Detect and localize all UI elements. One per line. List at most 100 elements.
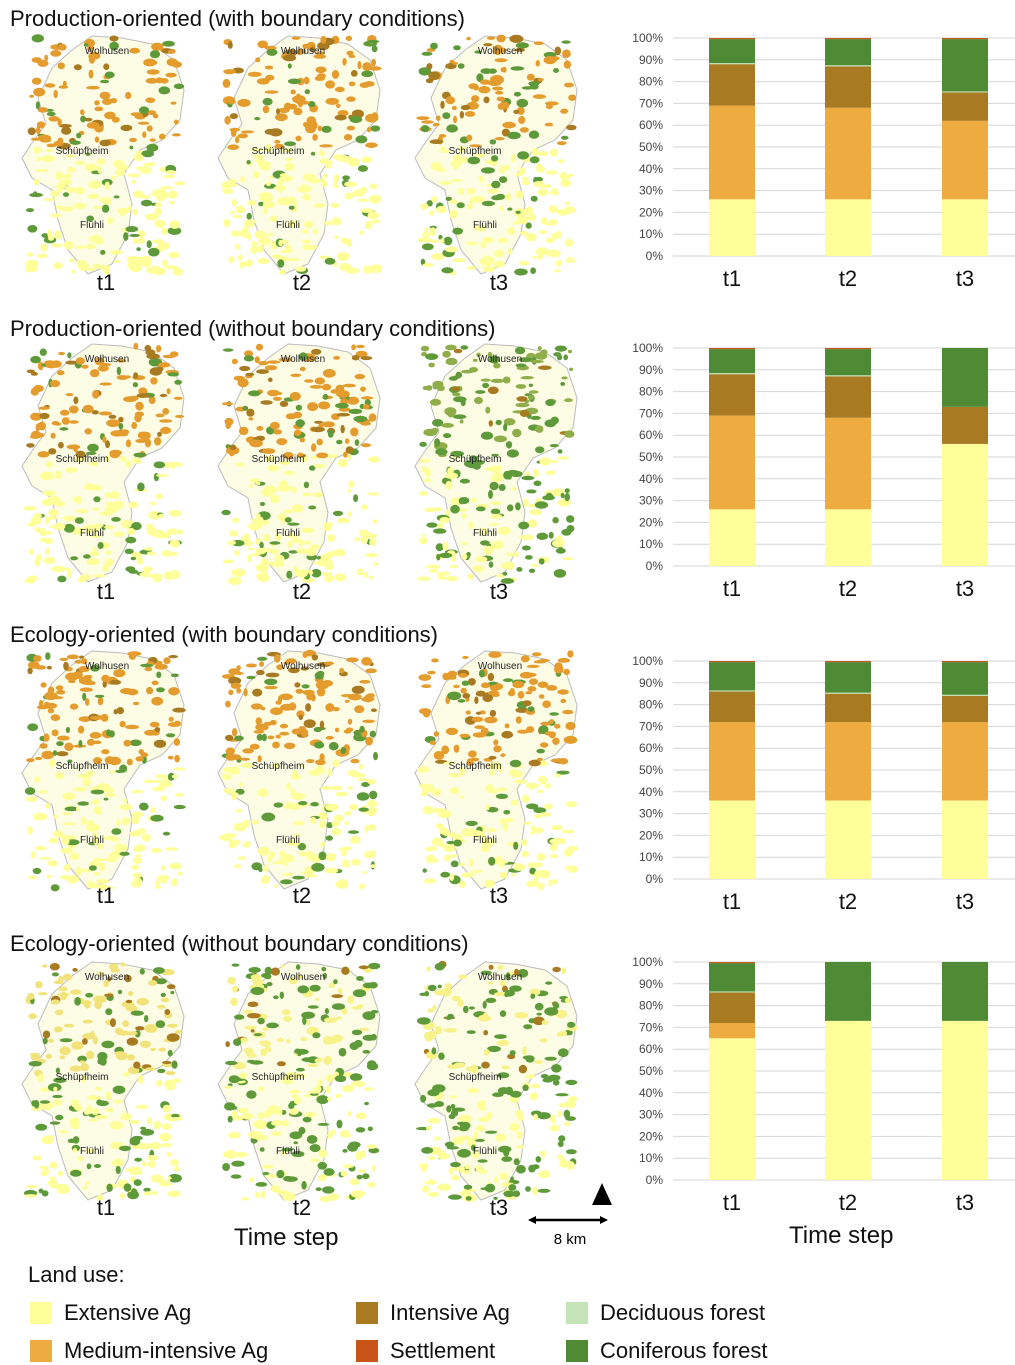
map-label-wolhusen: Wolhusen	[281, 46, 325, 57]
bar-segment-medium-intensive-ag	[942, 120, 988, 200]
map-label-fluhli: Flühli	[276, 1146, 300, 1157]
x-tick-label: t3	[956, 1190, 974, 1214]
legend-label: Extensive Ag	[64, 1300, 192, 1325]
bar-segment-coniferous-forest	[825, 349, 871, 376]
bar-segment-coniferous-forest	[709, 349, 755, 374]
land-use-map: Wolhusen Schüpfheim Flühli	[414, 343, 578, 584]
y-tick-label: 100%	[632, 955, 663, 969]
bar-segment-deciduous-forest	[825, 65, 871, 67]
y-tick-label: 40%	[639, 472, 663, 486]
y-tick-label: 80%	[639, 999, 663, 1013]
bar-segment-intensive-ag	[709, 64, 755, 106]
bar-segment-coniferous-forest	[825, 962, 871, 1021]
y-tick-label: 60%	[639, 428, 663, 442]
scale-bar: N 8 km	[528, 1180, 612, 1248]
bar-segment-extensive-ag	[942, 1020, 988, 1180]
y-tick-label: 80%	[639, 385, 663, 399]
map-time-label: t2	[292, 883, 312, 908]
legend-swatch	[30, 1340, 52, 1362]
y-tick-label: 80%	[639, 698, 663, 712]
y-tick-label: 40%	[639, 785, 663, 799]
bar-segment-deciduous-forest	[825, 375, 871, 377]
y-tick-label: 20%	[639, 515, 663, 529]
map-label-wolhusen: Wolhusen	[478, 46, 522, 57]
panel-title-1: Production-oriented (with boundary condi…	[10, 6, 465, 31]
map-x-axis-title: Time step	[234, 1224, 339, 1251]
panel-title-2: Production-oriented (without boundary co…	[10, 316, 496, 341]
y-tick-label: 10%	[639, 227, 663, 241]
legend-label: Intensive Ag	[390, 1300, 510, 1325]
map-label-fluhli: Flühli	[276, 220, 300, 231]
bar-segment-extensive-ag	[825, 800, 871, 879]
y-tick-label: 80%	[639, 75, 663, 89]
map-label-wolhusen: Wolhusen	[85, 354, 129, 365]
bar-segment-intensive-ag	[942, 406, 988, 444]
bar-segment-deciduous-forest	[709, 991, 755, 993]
bar-segment-coniferous-forest	[942, 662, 988, 695]
bar-segment-settlement	[942, 661, 988, 663]
legend-swatch	[30, 1302, 52, 1324]
bar-segment-settlement	[825, 661, 871, 663]
bar-segment-extensive-ag	[942, 199, 988, 256]
x-tick-label: t3	[956, 889, 974, 913]
y-tick-label: 50%	[639, 140, 663, 154]
y-tick-label: 10%	[639, 537, 663, 551]
x-tick-label: t3	[956, 576, 974, 600]
bar-segment-extensive-ag	[942, 443, 988, 566]
land-use-map: Wolhusen Schüpfheim Flühli	[21, 961, 185, 1201]
map-label-fluhli: Flühli	[276, 835, 300, 846]
y-tick-label: 100%	[632, 31, 663, 45]
map-label-fluhli: Flühli	[473, 1146, 497, 1157]
map-time-label: t1	[96, 270, 116, 295]
north-arrow-icon	[592, 1183, 612, 1205]
y-tick-label: 100%	[632, 341, 663, 355]
y-tick-label: 30%	[639, 184, 663, 198]
y-tick-label: 60%	[639, 1042, 663, 1056]
north-label: N	[597, 1180, 607, 1181]
y-tick-label: 50%	[639, 1064, 663, 1078]
y-tick-label: 10%	[639, 850, 663, 864]
bar-segment-settlement	[709, 962, 755, 964]
bar-segment-coniferous-forest	[942, 962, 988, 1021]
map-label-schupfheim: Schüpfheim	[56, 1072, 109, 1083]
y-tick-label: 50%	[639, 763, 663, 777]
y-tick-label: 60%	[639, 118, 663, 132]
map-label-schupfheim: Schüpfheim	[56, 454, 109, 465]
y-tick-label: 90%	[639, 363, 663, 377]
y-tick-label: 0%	[646, 249, 664, 263]
y-tick-label: 90%	[639, 977, 663, 991]
bar-segment-settlement	[942, 38, 988, 40]
map-label-wolhusen: Wolhusen	[281, 972, 325, 983]
bar-segment-coniferous-forest	[709, 963, 755, 992]
map-time-label: t1	[96, 1195, 116, 1220]
panel-title-4: Ecology-oriented (without boundary condi…	[10, 931, 469, 956]
map-label-wolhusen: Wolhusen	[281, 354, 325, 365]
map-label-schupfheim: Schüpfheim	[449, 1072, 502, 1083]
bar-segment-intensive-ag	[709, 374, 755, 416]
map-label-schupfheim: Schüpfheim	[449, 761, 502, 772]
bar-segment-intensive-ag	[825, 66, 871, 108]
legend-swatch	[566, 1302, 588, 1324]
y-tick-label: 50%	[639, 450, 663, 464]
land-use-map: Wolhusen Schüpfheim Flühli	[21, 34, 186, 276]
map-label-fluhli: Flühli	[473, 835, 497, 846]
y-tick-label: 10%	[639, 1151, 663, 1165]
x-tick-label: t1	[723, 889, 741, 913]
map-label-wolhusen: Wolhusen	[85, 46, 129, 57]
x-tick-label: t2	[839, 1190, 857, 1214]
x-tick-label: t1	[723, 1190, 741, 1214]
map-label-fluhli: Flühli	[473, 220, 497, 231]
bar-segment-settlement	[709, 38, 755, 40]
bar-segment-deciduous-forest	[709, 373, 755, 375]
map-label-wolhusen: Wolhusen	[85, 661, 129, 672]
map-label-schupfheim: Schüpfheim	[252, 1072, 305, 1083]
stacked-bar-chart-1: 0% 10% 20% 30% 40% 50% 60% 70% 80% 90% 100% t1 t2 t3	[632, 31, 1015, 290]
bar-segment-settlement	[825, 38, 871, 40]
x-tick-label: t2	[839, 266, 857, 290]
map-time-label: t2	[292, 579, 312, 604]
y-tick-label: 100%	[632, 654, 663, 668]
bar-segment-extensive-ag	[709, 199, 755, 256]
y-tick-label: 20%	[639, 205, 663, 219]
bar-segment-settlement	[709, 348, 755, 350]
legend-item-deciduous-forest: Deciduous forest	[566, 1300, 765, 1326]
